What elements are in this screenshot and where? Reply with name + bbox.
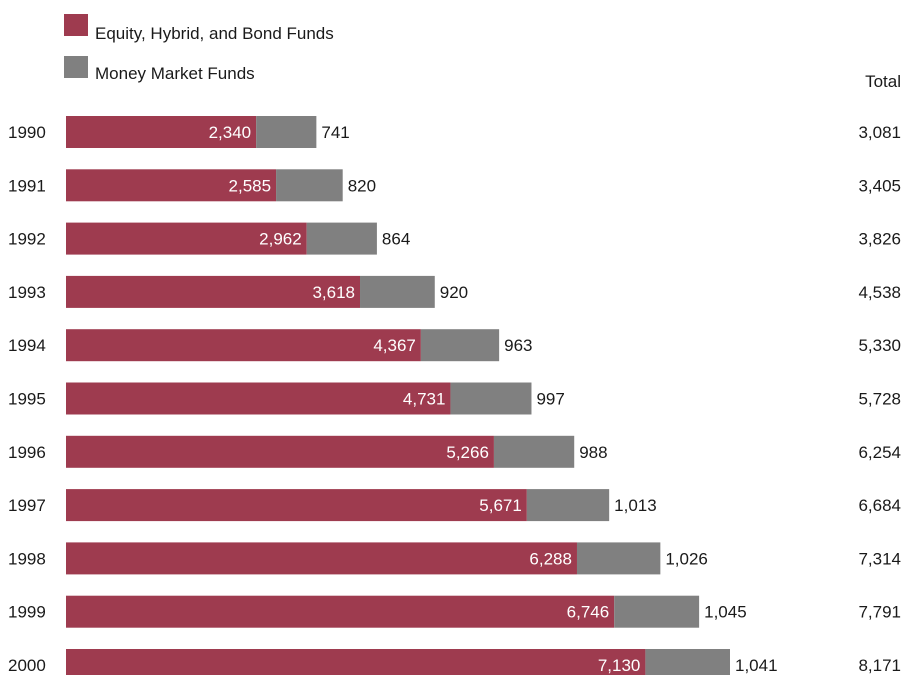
value-label-money-market-1998: 1,026 bbox=[665, 549, 708, 568]
value-label-equity-1999: 6,746 bbox=[567, 603, 610, 622]
value-label-equity-1997: 5,671 bbox=[479, 496, 522, 515]
value-label-money-market-1997: 1,013 bbox=[614, 496, 657, 515]
value-label-equity-1990: 2,340 bbox=[209, 123, 252, 142]
total-value-1990: 3,081 bbox=[858, 123, 901, 142]
total-value-1992: 3,826 bbox=[858, 230, 901, 249]
value-label-equity-1996: 5,266 bbox=[446, 443, 489, 462]
bar-equity-2000 bbox=[66, 649, 646, 675]
value-label-equity-1994: 4,367 bbox=[373, 336, 416, 355]
bar-money-market-1994 bbox=[420, 329, 500, 362]
bar-equity-1993 bbox=[66, 275, 361, 308]
bar-money-market-1990 bbox=[256, 116, 317, 148]
bar-equity-1996 bbox=[66, 435, 494, 468]
totals-header: Total bbox=[865, 72, 901, 91]
total-value-1999: 7,791 bbox=[858, 603, 901, 622]
year-label-1990: 1990 bbox=[8, 123, 46, 142]
legend-label-equity: Equity, Hybrid, and Bond Funds bbox=[95, 24, 334, 43]
value-label-money-market-1996: 988 bbox=[579, 443, 607, 462]
value-label-equity-1991: 2,585 bbox=[229, 176, 272, 195]
bar-money-market-1995 bbox=[450, 382, 532, 415]
total-value-1997: 6,684 bbox=[858, 496, 901, 515]
total-value-1991: 3,405 bbox=[858, 176, 901, 195]
value-label-equity-1995: 4,731 bbox=[403, 390, 446, 409]
bar-money-market-1998 bbox=[576, 542, 661, 575]
value-label-money-market-1993: 920 bbox=[440, 283, 468, 302]
chart-rows: 1990 2,340 741 3,081 1991 2,585 820 3,405 1992 2,… bbox=[8, 116, 901, 675]
year-label-1991: 1991 bbox=[8, 176, 46, 195]
bar-equity-1998 bbox=[66, 542, 577, 575]
year-label-1994: 1994 bbox=[8, 336, 46, 355]
bar-money-market-1996 bbox=[493, 435, 575, 468]
total-value-1993: 4,538 bbox=[858, 283, 901, 302]
value-label-money-market-1994: 963 bbox=[504, 336, 532, 355]
year-label-1997: 1997 bbox=[8, 496, 46, 515]
value-label-money-market-2000: 1,041 bbox=[735, 656, 778, 675]
bar-equity-1991 bbox=[66, 169, 277, 202]
total-value-2000: 8,171 bbox=[858, 656, 901, 675]
bar-money-market-2000 bbox=[645, 649, 730, 675]
value-label-equity-1998: 6,288 bbox=[529, 549, 572, 568]
value-label-equity-1992: 2,962 bbox=[259, 230, 302, 249]
value-label-money-market-1999: 1,045 bbox=[704, 603, 747, 622]
legend-swatch-equity bbox=[64, 14, 88, 36]
bar-equity-1992 bbox=[66, 222, 307, 255]
bar-equity-1995 bbox=[66, 382, 451, 415]
year-label-1999: 1999 bbox=[8, 603, 46, 622]
value-label-money-market-1992: 864 bbox=[382, 230, 410, 249]
total-value-1996: 6,254 bbox=[858, 443, 901, 462]
year-label-1992: 1992 bbox=[8, 230, 46, 249]
bar-equity-1999 bbox=[66, 595, 615, 628]
bar-equity-1990 bbox=[66, 116, 257, 148]
value-label-money-market-1995: 997 bbox=[536, 390, 564, 409]
year-label-1996: 1996 bbox=[8, 443, 46, 462]
total-value-1994: 5,330 bbox=[858, 336, 901, 355]
value-label-equity-2000: 7,130 bbox=[598, 656, 641, 675]
total-value-1995: 5,728 bbox=[858, 390, 901, 409]
total-value-1998: 7,314 bbox=[858, 549, 901, 568]
bar-money-market-1991 bbox=[276, 169, 343, 202]
year-label-1995: 1995 bbox=[8, 390, 46, 409]
bar-money-market-1997 bbox=[526, 489, 610, 522]
bar-money-market-1999 bbox=[614, 595, 700, 628]
year-label-1998: 1998 bbox=[8, 549, 46, 568]
legend: Equity, Hybrid, and Bond Funds Money Mar… bbox=[64, 14, 334, 83]
value-label-money-market-1991: 820 bbox=[348, 176, 376, 195]
bar-equity-1997 bbox=[66, 489, 527, 522]
legend-swatch-money-market bbox=[64, 56, 88, 78]
bar-money-market-1992 bbox=[306, 222, 377, 255]
value-label-equity-1993: 3,618 bbox=[312, 283, 355, 302]
bar-money-market-1993 bbox=[360, 275, 435, 308]
value-label-money-market-1990: 741 bbox=[321, 123, 349, 142]
year-label-2000: 2000 bbox=[8, 656, 46, 675]
bar-equity-1994 bbox=[66, 329, 421, 362]
legend-label-money-market: Money Market Funds bbox=[95, 64, 255, 83]
year-label-1993: 1993 bbox=[8, 283, 46, 302]
